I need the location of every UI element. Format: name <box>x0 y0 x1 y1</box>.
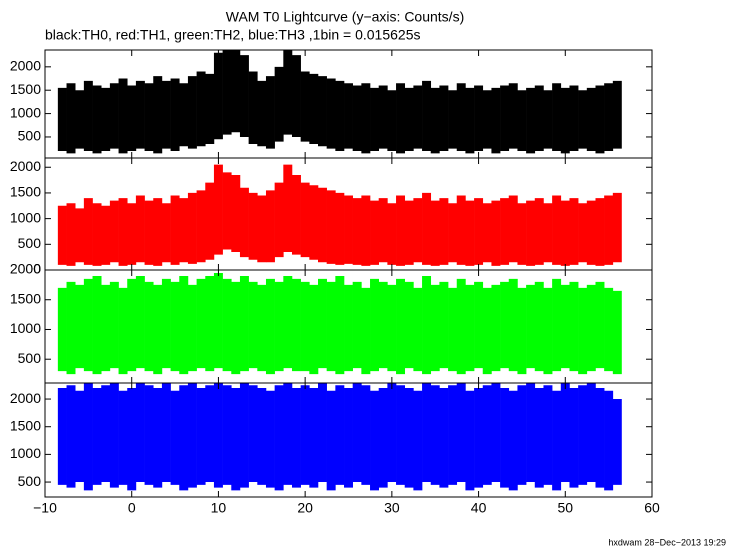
x-tick-label: 50 <box>557 500 573 516</box>
x-tick-label: 30 <box>384 500 400 516</box>
panel-frame <box>44 382 653 498</box>
x-tick-label: 20 <box>297 500 313 516</box>
y-tick-label: 1000 <box>10 104 41 120</box>
x-tick-label: 40 <box>471 500 487 516</box>
y-tick-label: 500 <box>18 350 42 366</box>
y-tick-label: 1000 <box>10 209 41 225</box>
y-tick-label: 1500 <box>10 184 41 200</box>
y-tick-label: 500 <box>18 473 42 489</box>
footer: hxdwam 28−Dec−2013 19:29 <box>608 537 726 547</box>
y-tick-label: 500 <box>18 235 42 251</box>
y-tick-label: 0 <box>33 261 41 277</box>
y-tick-label: 1000 <box>10 445 41 461</box>
chart-subtitle: black:TH0, red:TH1, green:TH2, blue:TH3 … <box>45 27 420 43</box>
y-tick-label: 1500 <box>10 81 41 97</box>
chart-title: WAM T0 Lightcurve (y−axis: Counts/s) <box>226 9 464 25</box>
x-tick-label: 60 <box>644 500 660 516</box>
y-tick-label: 2000 <box>10 58 41 74</box>
x-tick-label: 10 <box>211 500 227 516</box>
y-tick-label: 2000 <box>10 390 41 406</box>
y-tick-label: 1500 <box>10 417 41 433</box>
y-tick-label: 500 <box>18 128 42 144</box>
y-tick-label: 2000 <box>10 261 41 277</box>
y-tick-label: 2000 <box>10 158 41 174</box>
y-tick-label: 1000 <box>10 320 41 336</box>
x-tick-label: −10 <box>33 500 57 516</box>
x-tick-label: 0 <box>128 500 136 516</box>
y-tick-label: 1500 <box>10 290 41 306</box>
